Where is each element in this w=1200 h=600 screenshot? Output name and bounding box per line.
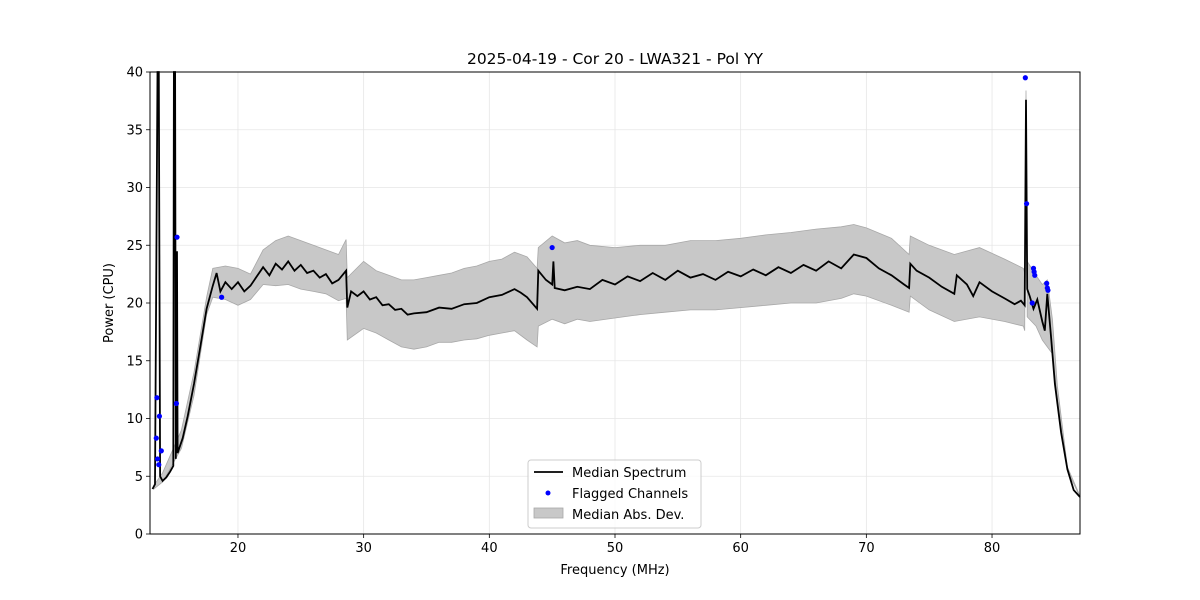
y-tick-label: 0: [135, 528, 143, 543]
y-tick-label: 30: [126, 181, 143, 196]
flagged-channel-point: [549, 244, 555, 251]
flagged-channel-point: [1023, 201, 1030, 207]
x-tick-label: 60: [732, 541, 749, 556]
flagged-channel-point: [156, 462, 162, 468]
legend-flagged-swatch: [545, 490, 551, 496]
flagged-channel-point: [1022, 75, 1028, 81]
flagged-channel-point: [154, 456, 161, 462]
legend-box: [527, 459, 702, 529]
x-axis-ticks: 20 30 40 50 60 70 80: [230, 534, 1001, 556]
legend-median-label: Median Spectrum: [572, 466, 686, 481]
flagged-channel-point: [158, 448, 164, 454]
chart-title: 2025-04-19 - Cor 20 - LWA321 - Pol YY: [467, 50, 764, 68]
legend-mad-swatch: [533, 507, 564, 519]
legend: Median Spectrum Flagged Channels Median …: [527, 459, 702, 529]
y-tick-label: 35: [126, 123, 143, 138]
y-tick-label: 40: [126, 66, 143, 81]
flagged-channel-point: [1044, 280, 1050, 286]
legend-flagged-label: Flagged Channels: [572, 487, 688, 502]
flagged-channel-point: [174, 234, 180, 240]
flagged-points-layer: [153, 75, 1051, 468]
legend-mad-label: Median Abs. Dev.: [572, 508, 684, 523]
x-tick-label: 70: [858, 541, 875, 556]
y-tick-label: 15: [126, 354, 143, 369]
median-spectrum-line: [151, 71, 1081, 498]
x-axis-label: Frequency (MHz): [560, 563, 669, 578]
flagged-channel-point: [173, 400, 179, 407]
x-tick-label: 50: [607, 541, 624, 556]
y-tick-label: 20: [126, 297, 143, 312]
flagged-channel-point: [1032, 272, 1038, 278]
x-tick-label: 20: [230, 541, 247, 556]
y-axis-label: Power (CPU): [102, 263, 117, 343]
x-tick-label: 30: [355, 541, 372, 556]
x-tick-label: 80: [984, 541, 1001, 556]
y-tick-label: 5: [135, 470, 143, 485]
y-tick-label: 25: [126, 239, 143, 254]
flagged-channel-point: [156, 413, 163, 419]
flagged-channel-point: [219, 294, 225, 300]
flagged-channel-point: [154, 395, 160, 401]
flagged-channel-point: [153, 435, 159, 441]
median-line-layer: [151, 71, 1081, 498]
y-axis-ticks: 0 5 10 15 20 25 30 35 40: [126, 66, 150, 543]
flagged-channel-point: [1029, 300, 1035, 306]
y-tick-label: 10: [126, 412, 143, 427]
flagged-channel-point: [1045, 287, 1051, 293]
x-tick-label: 40: [481, 541, 498, 556]
